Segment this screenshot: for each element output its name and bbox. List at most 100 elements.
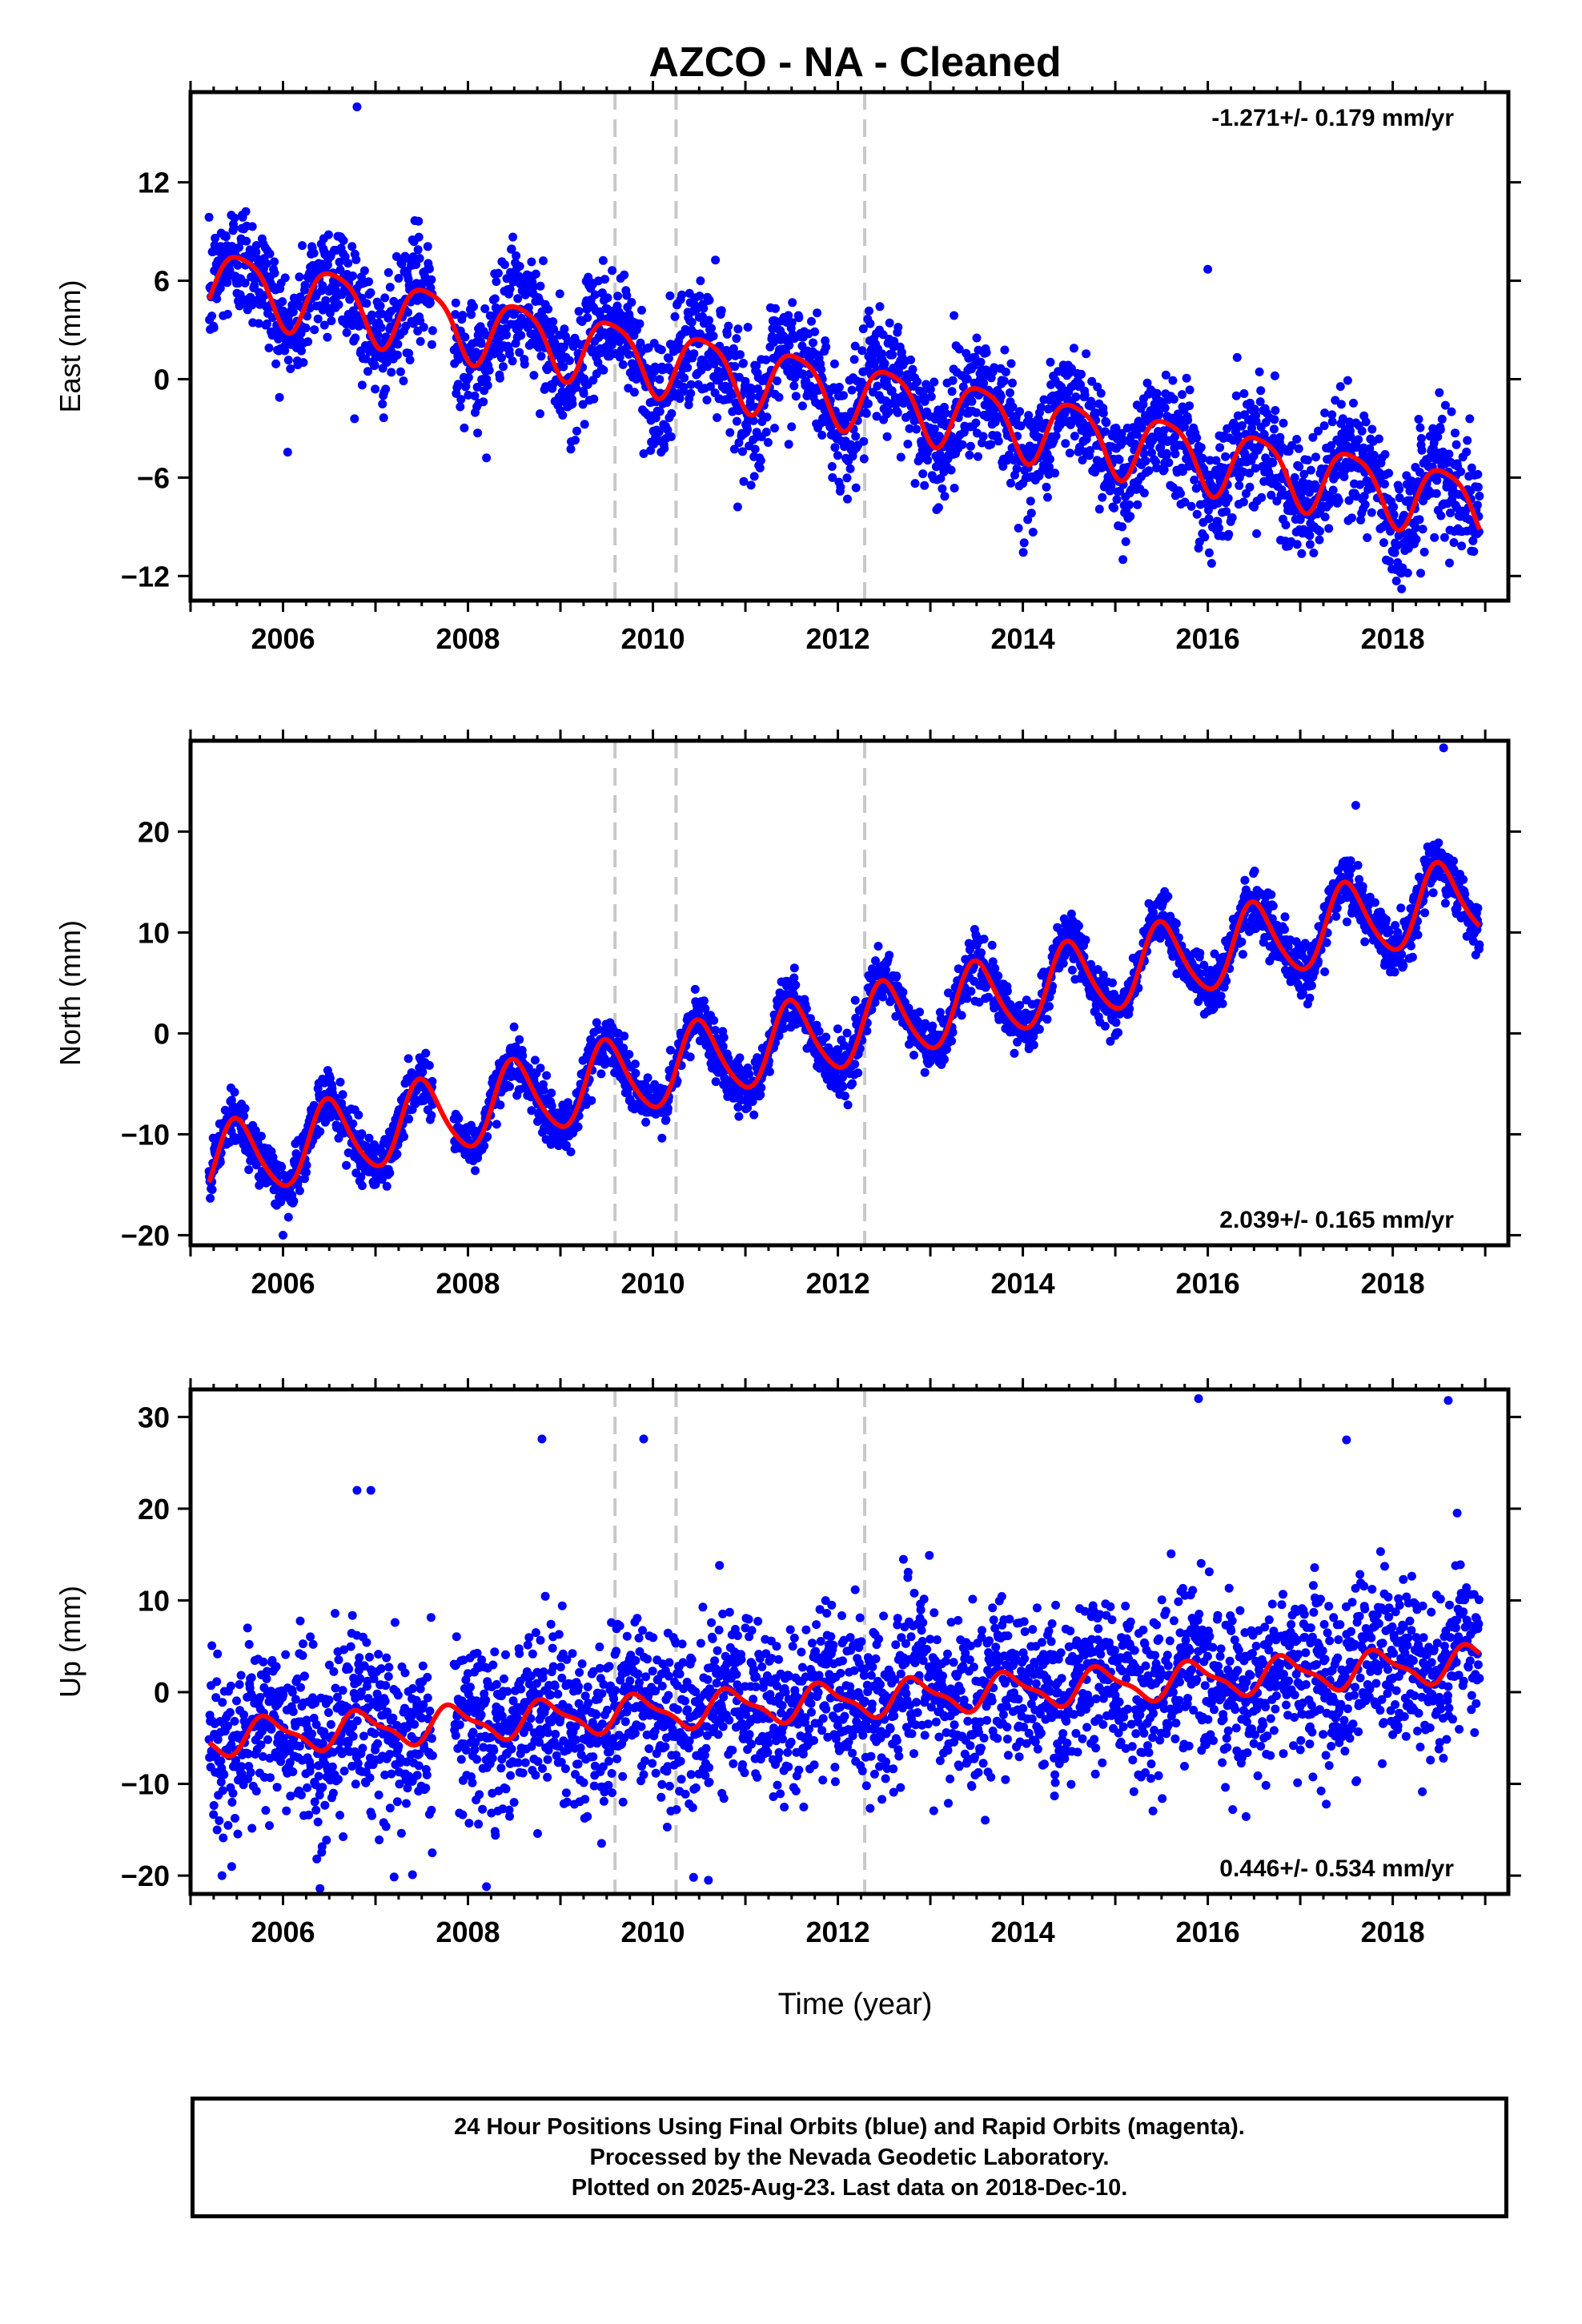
data-point: [289, 1196, 299, 1206]
data-point: [675, 394, 685, 404]
data-point: [1339, 472, 1349, 481]
data-point: [790, 373, 800, 383]
data-point: [531, 269, 540, 279]
data-point: [872, 412, 881, 421]
data-point: [1096, 388, 1106, 398]
data-point: [813, 308, 822, 318]
data-point: [1271, 406, 1280, 415]
data-point: [1295, 462, 1304, 472]
data-point: [1198, 453, 1207, 463]
data-point: [1227, 513, 1237, 522]
data-point: [1133, 500, 1142, 509]
data-point: [706, 382, 715, 392]
data-point: [1045, 462, 1054, 472]
data-point: [893, 408, 902, 417]
data-point: [1070, 432, 1079, 441]
data-point: [1456, 467, 1466, 476]
data-point: [1065, 448, 1074, 458]
data-point: [1086, 401, 1096, 411]
data-point: [587, 1096, 596, 1105]
data-point: [469, 302, 478, 312]
data-point: [850, 1059, 860, 1069]
data-point: [1279, 418, 1288, 428]
data-point: [1257, 493, 1267, 502]
data-point: [1328, 485, 1338, 495]
data-point: [861, 408, 871, 418]
data-point: [302, 1168, 311, 1177]
data-point: [1023, 515, 1033, 525]
data-point: [1308, 432, 1318, 442]
data-point: [828, 472, 837, 482]
data-point: [212, 294, 222, 304]
data-point: [508, 356, 517, 366]
data-point: [354, 1110, 363, 1120]
data-point: [787, 318, 797, 328]
data-point: [1170, 449, 1180, 459]
data-point: [251, 247, 261, 257]
data-point: [755, 463, 765, 472]
data-point: [882, 432, 892, 441]
data-point: [1475, 492, 1484, 501]
data-point: [809, 338, 817, 348]
data-point: [1239, 497, 1248, 507]
data-point: [323, 230, 333, 239]
data-point: [1026, 509, 1036, 518]
data-point: [934, 503, 943, 513]
data-point: [1326, 494, 1335, 504]
data-point: [920, 396, 930, 406]
data-point: [850, 995, 860, 1005]
data-point: [366, 288, 375, 297]
data-point: [1006, 478, 1015, 488]
data-point: [348, 271, 358, 280]
data-point: [679, 383, 689, 392]
data-point: [1463, 436, 1472, 445]
data-point: [485, 311, 495, 320]
data-point: [711, 255, 721, 265]
data-point: [1445, 558, 1454, 568]
data-point: [972, 333, 982, 343]
data-point: [536, 409, 544, 419]
data-point: [1080, 390, 1090, 400]
data-point: [400, 1132, 408, 1141]
data-point: [990, 363, 999, 372]
data-point: [536, 281, 545, 291]
data-point: [1324, 524, 1334, 533]
data-point: [851, 1013, 861, 1023]
data-point: [1439, 533, 1449, 542]
data-point: [739, 476, 749, 486]
data-point: [419, 323, 428, 332]
data-point: [637, 305, 646, 315]
data-point: [275, 392, 284, 402]
data-point: [277, 1162, 287, 1172]
data-point: [878, 330, 888, 340]
data-point: [239, 1112, 249, 1121]
data-point: [887, 386, 897, 396]
y-tick-label: 6: [154, 265, 170, 298]
data-point: [986, 440, 996, 449]
data-point: [862, 1026, 872, 1035]
data-point: [971, 418, 981, 428]
data-point: [1026, 497, 1035, 506]
y-tick-label: 12: [138, 167, 170, 199]
data-point: [842, 1028, 852, 1038]
data-point: [1204, 514, 1214, 524]
data-point: [1391, 577, 1401, 585]
data-point: [683, 363, 693, 372]
data-point: [283, 1212, 293, 1222]
data-point: [789, 381, 799, 391]
data-point: [471, 1166, 480, 1176]
data-point: [381, 332, 391, 342]
data-point: [1327, 440, 1336, 450]
outlier-point: [1194, 543, 1203, 553]
data-point: [850, 341, 860, 351]
data-point: [588, 376, 598, 385]
data-point: [251, 1126, 260, 1136]
data-point: [1465, 414, 1475, 424]
data-point: [283, 448, 292, 457]
data-point: [1444, 449, 1454, 459]
data-point: [810, 327, 820, 336]
data-point: [404, 348, 414, 358]
data-point: [381, 384, 391, 394]
data-point: [750, 444, 760, 454]
